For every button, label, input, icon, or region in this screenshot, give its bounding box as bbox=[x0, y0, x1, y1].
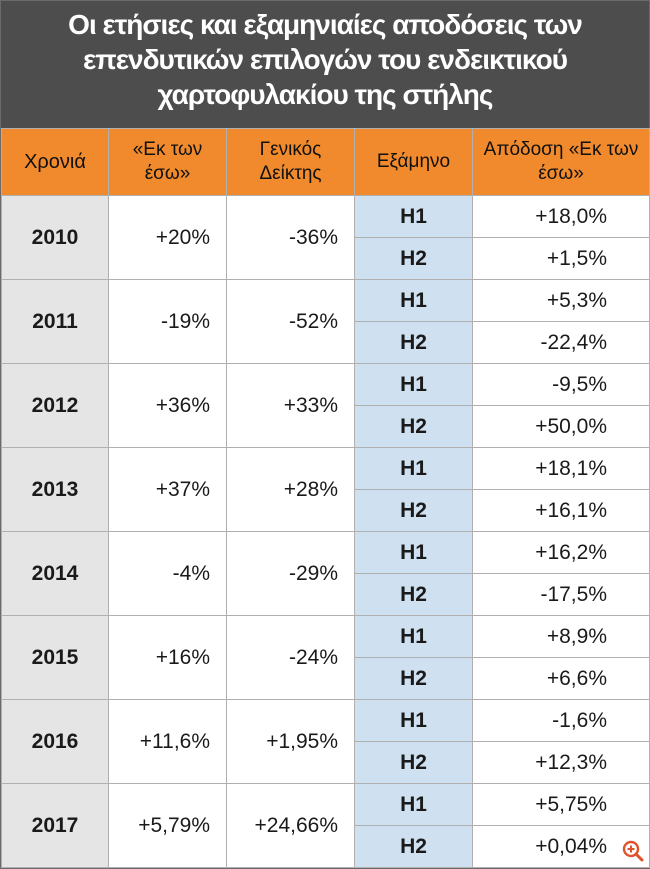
table-row: H2 +0,04% bbox=[2, 825, 650, 868]
half-cell: H2 bbox=[354, 825, 473, 868]
header-index: Γενικός Δείκτης bbox=[226, 128, 355, 196]
index-return-cell: -29% bbox=[226, 531, 355, 616]
table-row: H2 -17,5% bbox=[2, 573, 650, 616]
half-cell: H2 bbox=[354, 405, 473, 448]
table-title: Οι ετήσιες και εξαμηνιαίες αποδόσεις των… bbox=[1, 1, 649, 128]
table-row: 2016 +11,6% +1,95% H1 -1,6% bbox=[1, 699, 650, 784]
header-year: Χρονιά bbox=[1, 128, 109, 196]
half-return-cell: +16,2% bbox=[472, 531, 650, 574]
table-body: 2010 +20% -36% H1 +18,0% H2 +1,5% 2011 -19% -52% H… bbox=[1, 195, 650, 868]
zoom-in-icon[interactable] bbox=[621, 839, 645, 863]
half-return-cell: +8,9% bbox=[472, 615, 650, 658]
half-cell: H1 bbox=[354, 447, 473, 490]
table-row: H2 +50,0% bbox=[2, 405, 650, 448]
table-row: 2012 +36% +33% H1 -9,5% bbox=[1, 363, 650, 448]
insider-return-cell: -19% bbox=[108, 279, 227, 364]
half-return-cell: +0,04% bbox=[472, 825, 650, 868]
table-row: 2013 +37% +28% H1 +18,1% bbox=[1, 447, 650, 532]
year-cell: 2011 bbox=[1, 279, 109, 364]
index-return-cell: +1,95% bbox=[226, 699, 355, 784]
index-return-cell: -24% bbox=[226, 615, 355, 700]
index-return-cell: +33% bbox=[226, 363, 355, 448]
half-cell: H1 bbox=[354, 531, 473, 574]
header-half: Εξάμηνο bbox=[354, 128, 473, 196]
half-return-cell: +18,1% bbox=[472, 447, 650, 490]
insider-return-cell: -4% bbox=[108, 531, 227, 616]
index-return-cell: +28% bbox=[226, 447, 355, 532]
year-cell: 2017 bbox=[1, 783, 109, 868]
half-cell: H1 bbox=[354, 279, 473, 322]
insider-return-cell: +37% bbox=[108, 447, 227, 532]
header-insider: «Εκ των έσω» bbox=[108, 128, 227, 196]
half-cell: H1 bbox=[354, 363, 473, 406]
insider-return-cell: +5,79% bbox=[108, 783, 227, 868]
index-return-cell: -36% bbox=[226, 195, 355, 280]
half-return-cell: -1,6% bbox=[472, 699, 650, 742]
half-return-cell: +16,1% bbox=[472, 489, 650, 532]
half-return-cell: -22,4% bbox=[472, 321, 650, 364]
year-cell: 2012 bbox=[1, 363, 109, 448]
table-row: 2011 -19% -52% H1 +5,3% bbox=[1, 279, 650, 364]
table-row: H2 +16,1% bbox=[2, 489, 650, 532]
half-cell: H1 bbox=[354, 783, 473, 826]
half-return-cell: -9,5% bbox=[472, 363, 650, 406]
returns-table: Χρονιά «Εκ των έσω» Γενικός Δείκτης Εξάμ… bbox=[1, 128, 650, 868]
table-row: H2 +6,6% bbox=[2, 657, 650, 700]
half-return-cell: +5,3% bbox=[472, 279, 650, 322]
title-line: Οι ετήσιες και εξαμηνιαίες αποδόσεις των bbox=[68, 9, 583, 40]
half-return-cell: +1,5% bbox=[472, 237, 650, 280]
year-cell: 2014 bbox=[1, 531, 109, 616]
year-cell: 2013 bbox=[1, 447, 109, 532]
half-cell: H2 bbox=[354, 573, 473, 616]
half-return-cell: +6,6% bbox=[472, 657, 650, 700]
insider-return-cell: +36% bbox=[108, 363, 227, 448]
half-cell: H2 bbox=[354, 657, 473, 700]
half-return-cell: +5,75% bbox=[472, 783, 650, 826]
insider-return-cell: +20% bbox=[108, 195, 227, 280]
year-cell: 2015 bbox=[1, 615, 109, 700]
table-row: H2 +1,5% bbox=[2, 237, 650, 280]
table-row: H2 +12,3% bbox=[2, 741, 650, 784]
index-return-cell: -52% bbox=[226, 279, 355, 364]
half-cell: H2 bbox=[354, 321, 473, 364]
half-return-cell: -17,5% bbox=[472, 573, 650, 616]
title-line: επενδυτικών επιλογών του ενδεικτικού bbox=[82, 44, 568, 75]
table-row: 2015 +16% -24% H1 +8,9% bbox=[1, 615, 650, 700]
year-cell: 2010 bbox=[1, 195, 109, 280]
year-cell: 2016 bbox=[1, 699, 109, 784]
title-line: χαρτοφυλακίου της στήλης bbox=[157, 79, 494, 110]
table-row: 2017 +5,79% +24,66% H1 +5,75% bbox=[1, 783, 650, 868]
half-cell: H2 bbox=[354, 489, 473, 532]
half-return-cell: +50,0% bbox=[472, 405, 650, 448]
table-row: H2 -22,4% bbox=[2, 321, 650, 364]
half-return-cell: +18,0% bbox=[472, 195, 650, 238]
insider-return-cell: +16% bbox=[108, 615, 227, 700]
header-return: Απόδοση «Εκ των έσω» bbox=[472, 128, 650, 196]
header-row: Χρονιά «Εκ των έσω» Γενικός Δείκτης Εξάμ… bbox=[1, 128, 650, 196]
insider-return-cell: +11,6% bbox=[108, 699, 227, 784]
index-return-cell: +24,66% bbox=[226, 783, 355, 868]
half-cell: H1 bbox=[354, 615, 473, 658]
table-row: 2010 +20% -36% H1 +18,0% bbox=[1, 195, 650, 280]
table-row: 2014 -4% -29% H1 +16,2% bbox=[1, 531, 650, 616]
half-cell: H2 bbox=[354, 237, 473, 280]
half-cell: H2 bbox=[354, 741, 473, 784]
half-cell: H1 bbox=[354, 195, 473, 238]
half-cell: H1 bbox=[354, 699, 473, 742]
half-return-cell: +12,3% bbox=[472, 741, 650, 784]
